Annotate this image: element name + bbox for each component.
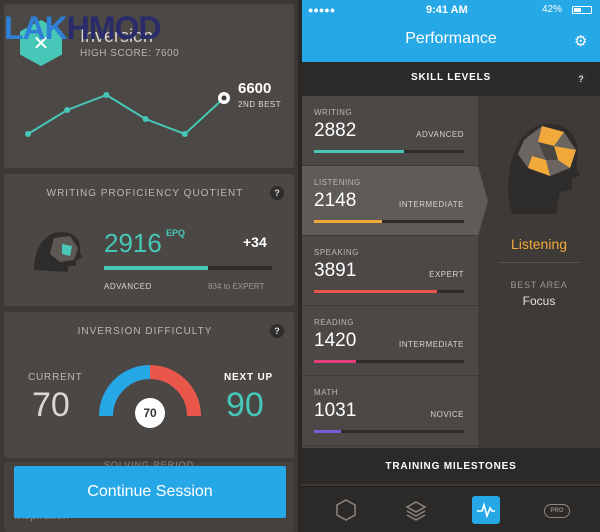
- solving-section-title: SOLVING PERIOD: [103, 460, 195, 470]
- status-battery: 42%: [542, 4, 563, 15]
- skill-progress-fill: [314, 220, 382, 223]
- skill-progress-track: [314, 430, 464, 433]
- left-phone-screen: LAKHMOD ✕ Inversion HIGH SCORE: 7600 660…: [0, 0, 298, 532]
- skill-progress-track: [314, 290, 464, 293]
- skill-levels-title: SKILL LEVELS: [411, 72, 491, 83]
- tab-games[interactable]: [332, 496, 360, 524]
- skill-levels-header: [302, 62, 600, 96]
- skill-name: SPEAKING: [314, 248, 359, 257]
- skill-name: WRITING: [314, 108, 353, 117]
- score-point: [25, 131, 31, 137]
- game-title: Inversion: [80, 26, 154, 46]
- best-score-value: 6600: [238, 80, 272, 97]
- brain-head-icon: [508, 123, 580, 214]
- skill-level: ADVANCED: [416, 130, 464, 139]
- skill-score: 3891: [314, 260, 357, 281]
- epq-delta: +34: [243, 234, 267, 250]
- side-divider: [498, 262, 580, 263]
- score-point: [64, 107, 71, 113]
- tab-stack[interactable]: [402, 496, 430, 524]
- watermark-part2: HMOD: [66, 10, 162, 46]
- best-area-label: BEST AREA: [510, 280, 568, 290]
- skill-row-writing[interactable]: WRITING 2882 ADVANCED: [302, 96, 478, 166]
- hexagon-icon: [336, 499, 356, 521]
- skill-level: INTERMEDIATE: [399, 200, 464, 209]
- right-phone-screen: ●●●●● 9:41 AM 42% Performance ⚙ SKILL LE…: [302, 0, 600, 532]
- next-up-value: 90: [226, 386, 264, 424]
- skill-progress-fill: [314, 150, 404, 153]
- skill-progress-fill: [314, 430, 341, 433]
- high-score: HIGH SCORE: 7600: [80, 48, 180, 59]
- next-up-label: NEXT UP: [224, 372, 273, 383]
- tab-performance[interactable]: [472, 496, 500, 524]
- skill-progress-track: [314, 220, 464, 223]
- focus-skill-name: Listening: [510, 236, 568, 252]
- difficulty-card[interactable]: [4, 312, 294, 458]
- milestones-title: TRAINING MILESTONES: [385, 461, 517, 472]
- skill-score: 2882: [314, 120, 357, 141]
- wpq-help-icon[interactable]: ?: [270, 186, 284, 200]
- skill-progress-track: [314, 360, 464, 363]
- score-point-best-center: [221, 95, 227, 101]
- stack-icon: [405, 501, 427, 521]
- skill-list: WRITING 2882 ADVANCED LISTENING 2148 INTERMED…: [302, 96, 478, 448]
- score-point: [181, 131, 188, 137]
- skill-progress-track: [314, 150, 464, 153]
- current-value: 70: [32, 386, 70, 424]
- status-signal: ●●●●●: [308, 5, 336, 15]
- skill-name: READING: [314, 318, 354, 327]
- skill-progress-fill: [314, 290, 437, 293]
- skill-score: 2148: [314, 190, 357, 211]
- skill-progress-fill: [314, 360, 356, 363]
- difficulty-title: INVERSION DIFFICULTY: [77, 326, 213, 337]
- head-profile-icon: [34, 232, 82, 272]
- skill-level: EXPERT: [429, 270, 464, 279]
- app-header: [302, 0, 600, 62]
- active-skill-pointer: [478, 166, 488, 236]
- current-label: CURRENT: [28, 372, 83, 383]
- tab-pro[interactable]: PRO: [544, 504, 570, 518]
- continue-session-button[interactable]: Continue Session: [14, 466, 286, 518]
- epq-progress-fill: [104, 266, 209, 270]
- score-point: [103, 92, 110, 98]
- difficulty-gauge: [99, 365, 201, 417]
- skill-row-speaking[interactable]: SPEAKING 3891 EXPERT: [302, 236, 478, 306]
- epq-progress-track: [104, 266, 272, 270]
- status-time: 9:41 AM: [426, 4, 468, 16]
- skill-score: 1031: [314, 400, 357, 421]
- epq-next-level: 834 to EXPERT: [208, 282, 265, 291]
- score-line-chart: [25, 92, 230, 137]
- page-title: Performance: [405, 30, 497, 47]
- pulse-icon: [477, 502, 495, 518]
- milestones-header[interactable]: [302, 448, 600, 484]
- skill-name: MATH: [314, 388, 339, 397]
- battery-icon: [572, 6, 592, 14]
- skill-level: NOVICE: [430, 410, 464, 419]
- skill-row-reading[interactable]: READING 1420 INTERMEDIATE: [302, 306, 478, 376]
- epq-unit: EPQ: [166, 228, 186, 238]
- skill-row-math[interactable]: MATH 1031 NOVICE: [302, 376, 478, 446]
- skill-help-icon[interactable]: ?: [574, 72, 588, 86]
- watermark-logo: LAKHMOD: [4, 10, 162, 47]
- skill-row-listening[interactable]: LISTENING 2148 INTERMEDIATE: [302, 166, 478, 236]
- skill-score: 1420: [314, 330, 357, 351]
- skill-level: INTERMEDIATE: [399, 340, 464, 349]
- watermark-part1: LAK: [4, 10, 68, 46]
- skill-name: LISTENING: [314, 178, 361, 187]
- best-score-label: 2ND BEST: [238, 100, 282, 109]
- score-line: [27, 93, 225, 136]
- difficulty-help-icon[interactable]: ?: [270, 324, 284, 338]
- best-area-value: Focus: [522, 294, 556, 308]
- epq-level: ADVANCED: [104, 282, 152, 291]
- epq-value: 2916: [104, 228, 162, 258]
- score-point: [142, 116, 149, 122]
- wpq-title: WRITING PROFICIENCY QUOTIENT: [46, 188, 244, 199]
- gear-icon[interactable]: ⚙: [574, 33, 588, 50]
- difficulty-badge: 70: [135, 398, 165, 428]
